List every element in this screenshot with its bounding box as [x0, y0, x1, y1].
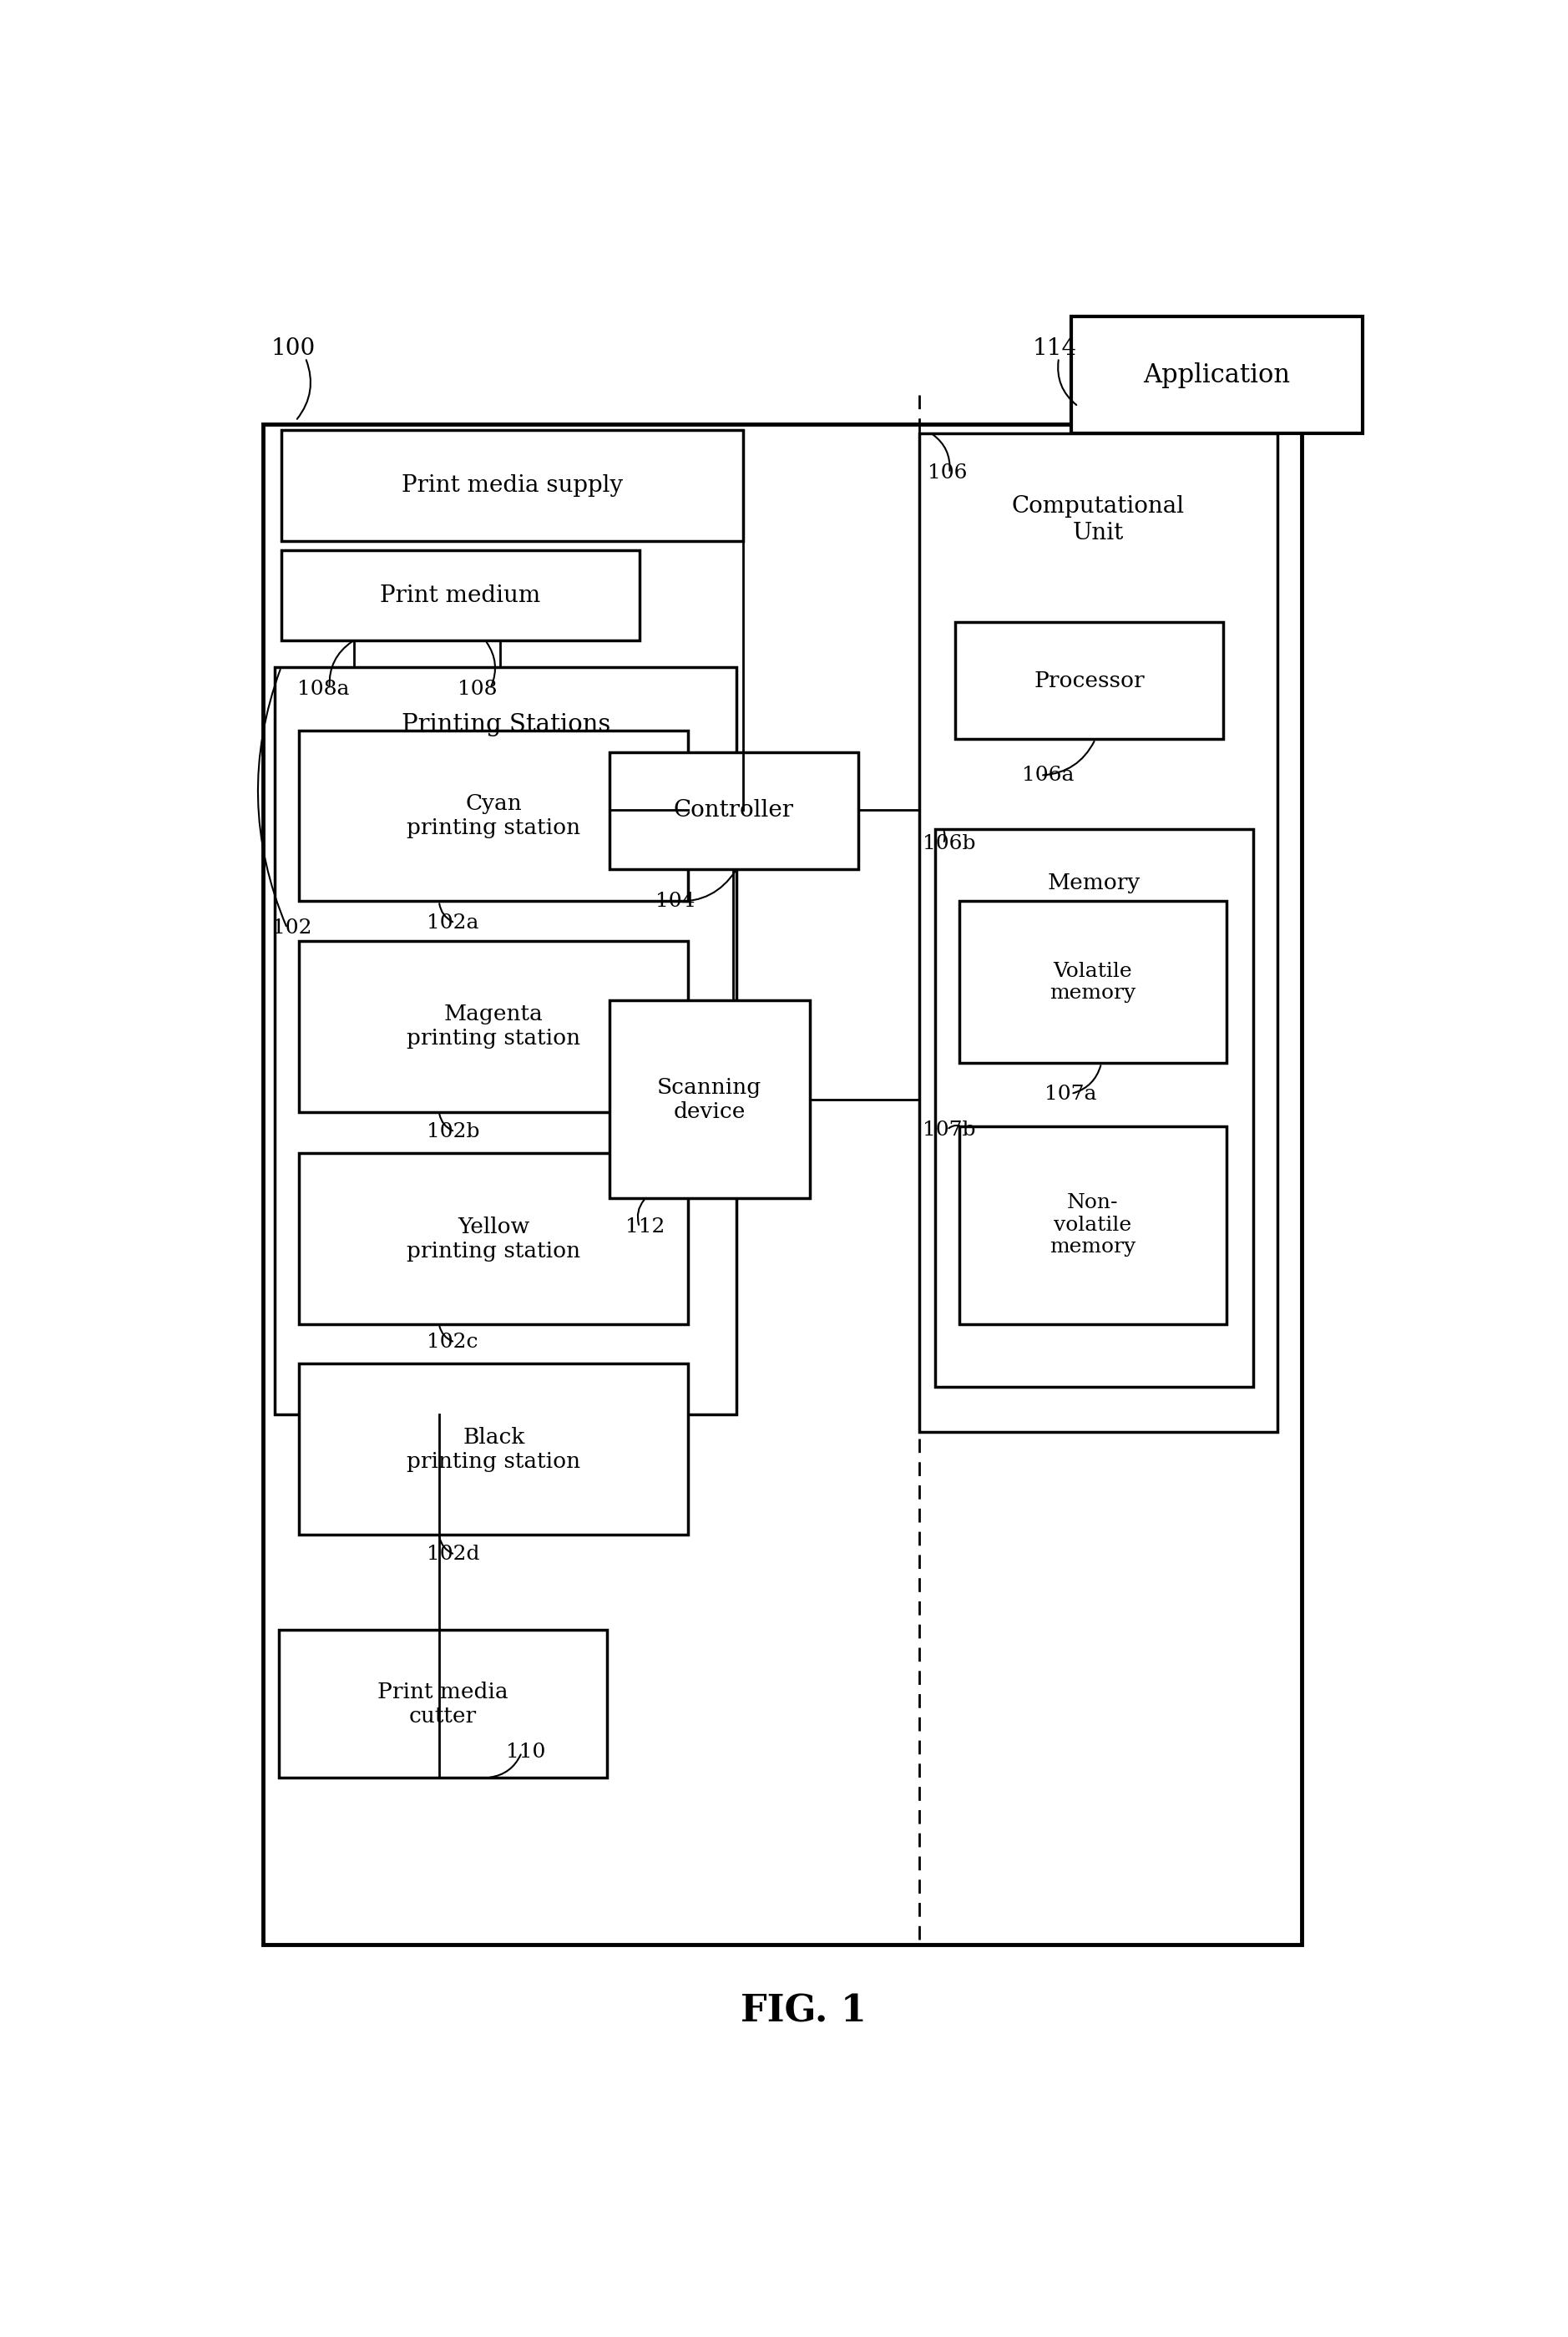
Bar — [960, 902, 1226, 1063]
Text: Yellow
printing station: Yellow printing station — [406, 1215, 580, 1262]
Bar — [263, 425, 1301, 1944]
Text: 102a: 102a — [426, 914, 480, 932]
Text: Non-
volatile
memory: Non- volatile memory — [1049, 1194, 1135, 1257]
Text: Computational
Unit: Computational Unit — [1011, 495, 1185, 545]
Bar — [919, 432, 1278, 1433]
Bar — [610, 753, 858, 869]
Bar — [299, 942, 688, 1112]
Text: Processor: Processor — [1033, 671, 1145, 692]
Text: 107b: 107b — [922, 1119, 975, 1140]
Bar — [299, 729, 688, 902]
Text: 106a: 106a — [1022, 767, 1074, 785]
Bar — [281, 552, 640, 640]
Text: 104: 104 — [655, 893, 695, 911]
Text: 102d: 102d — [426, 1545, 480, 1563]
Text: 108a: 108a — [296, 680, 350, 699]
Bar — [299, 1152, 688, 1325]
Bar — [279, 1631, 607, 1778]
Text: Volatile
memory: Volatile memory — [1049, 961, 1135, 1003]
Text: Controller: Controller — [674, 799, 793, 823]
Text: Cyan
printing station: Cyan printing station — [406, 792, 580, 839]
Text: 100: 100 — [271, 337, 315, 360]
Text: Memory: Memory — [1047, 872, 1140, 893]
Text: Application: Application — [1143, 362, 1290, 388]
Bar — [955, 622, 1223, 738]
Text: Magenta
printing station: Magenta printing station — [406, 1005, 580, 1049]
Text: 102: 102 — [273, 918, 312, 937]
Bar — [274, 668, 737, 1414]
Bar — [1071, 315, 1363, 432]
Text: 110: 110 — [506, 1743, 546, 1762]
Text: FIG. 1: FIG. 1 — [740, 1993, 867, 2029]
Bar — [299, 1365, 688, 1535]
Text: Scanning
device: Scanning device — [657, 1077, 762, 1122]
Text: 112: 112 — [626, 1218, 665, 1236]
Text: 106b: 106b — [922, 834, 975, 853]
Text: 102b: 102b — [426, 1122, 480, 1140]
Bar — [281, 430, 743, 542]
Text: 114: 114 — [1032, 337, 1076, 360]
Bar — [610, 1000, 809, 1199]
Text: Print media supply: Print media supply — [401, 474, 622, 498]
Text: 108: 108 — [458, 680, 497, 699]
Text: 107a: 107a — [1044, 1084, 1096, 1103]
Text: 102c: 102c — [426, 1332, 478, 1351]
Text: Print medium: Print medium — [379, 584, 541, 608]
Text: 106: 106 — [928, 463, 967, 481]
Text: Printing Stations: Printing Stations — [401, 713, 610, 736]
Text: Black
printing station: Black printing station — [406, 1426, 580, 1472]
Text: Print media
cutter: Print media cutter — [378, 1680, 508, 1727]
Bar — [935, 830, 1253, 1388]
Bar — [960, 1126, 1226, 1325]
